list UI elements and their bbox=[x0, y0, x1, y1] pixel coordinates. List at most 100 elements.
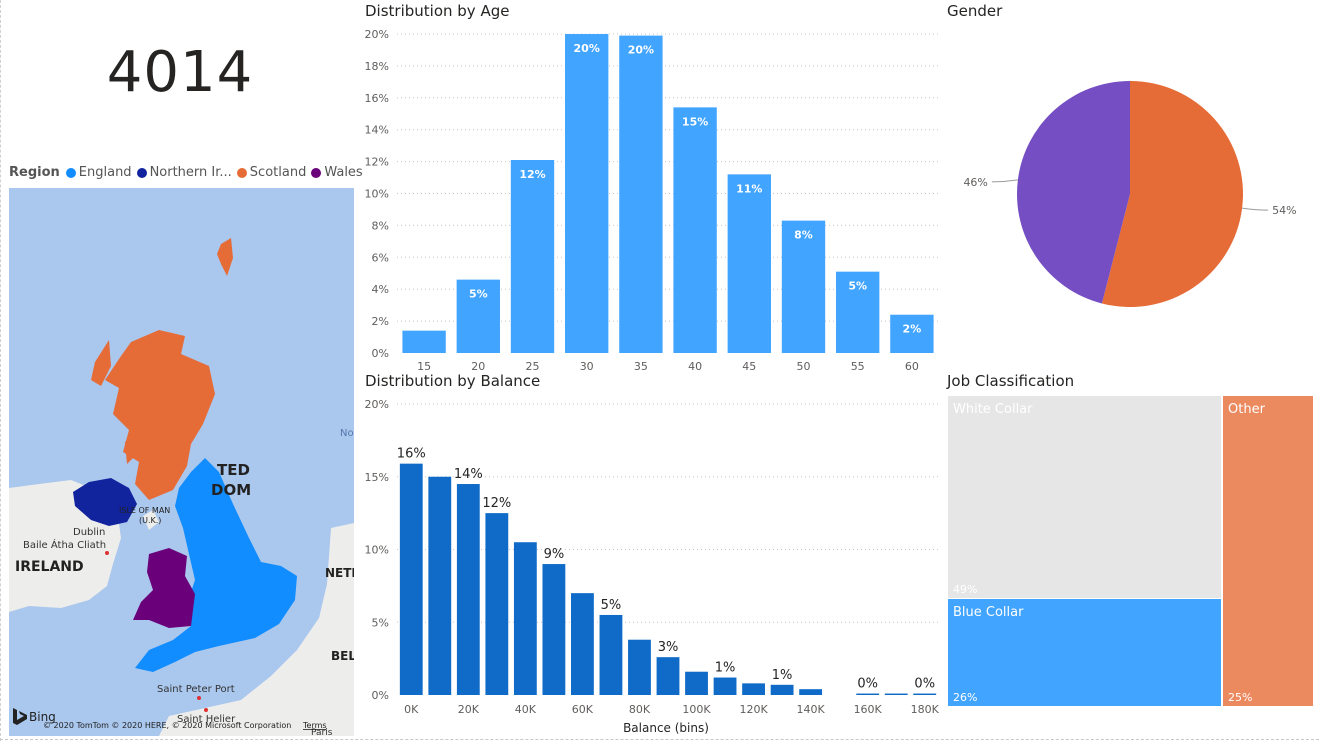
legend-item-scotland[interactable]: Scotland bbox=[236, 165, 306, 180]
balance-x-tick: 20K bbox=[458, 703, 480, 716]
pie-slice[interactable] bbox=[1017, 81, 1130, 304]
balance-bar[interactable] bbox=[799, 689, 823, 695]
age-bar[interactable] bbox=[402, 330, 446, 353]
legend-dot-icon bbox=[236, 167, 247, 178]
balance-bar[interactable] bbox=[428, 476, 452, 695]
balance-bar[interactable] bbox=[542, 564, 566, 695]
map-region-northern-ireland[interactable] bbox=[73, 478, 137, 526]
age-y-tick: 4% bbox=[372, 283, 389, 296]
balance-x-tick: 80K bbox=[629, 703, 651, 716]
balance-bar[interactable] bbox=[685, 671, 708, 695]
balance-x-tick: 160K bbox=[854, 703, 883, 716]
age-x-tick: 60 bbox=[905, 360, 919, 373]
age-bar[interactable] bbox=[673, 107, 717, 354]
map-label-north-sea: No bbox=[340, 428, 354, 439]
balance-data-label: 16% bbox=[397, 447, 426, 462]
age-y-tick: 20% bbox=[365, 28, 389, 41]
age-y-tick: 12% bbox=[365, 156, 389, 169]
pie-slice[interactable] bbox=[1101, 81, 1243, 307]
kpi-card-value: 4014 bbox=[106, 40, 254, 105]
map-label-paris: Paris bbox=[311, 728, 333, 736]
legend-item-northern-ireland[interactable]: Northern Ir... bbox=[136, 165, 232, 180]
age-y-tick: 8% bbox=[372, 219, 389, 232]
balance-data-label: 1% bbox=[715, 661, 736, 676]
age-bar[interactable] bbox=[836, 271, 880, 353]
balance-distribution-chart: 0% 5% 10% 15% 20% 16% 14% 12% 9% 5% 3% 1% 1% 0% 0% 0K 20… bbox=[365, 398, 940, 735]
balance-bar[interactable] bbox=[399, 463, 423, 695]
balance-bar[interactable] bbox=[456, 484, 480, 695]
map-label-saint-peter-port: Saint Peter Port bbox=[157, 684, 235, 695]
balance-bar[interactable] bbox=[884, 693, 908, 695]
balance-bar[interactable] bbox=[571, 593, 594, 695]
balance-bar[interactable] bbox=[656, 657, 680, 695]
age-bar[interactable] bbox=[510, 160, 555, 353]
age-data-label: 12% bbox=[519, 168, 545, 181]
age-bar[interactable] bbox=[781, 220, 826, 353]
age-y-tick: 10% bbox=[365, 188, 389, 201]
map-island-islay[interactable] bbox=[125, 436, 135, 464]
age-bar[interactable] bbox=[890, 314, 934, 353]
map-attribution: © 2020 TomTom © 2020 HERE, © 2020 Micros… bbox=[43, 721, 291, 730]
map-label-ireland: IRELAND bbox=[15, 559, 84, 575]
map-label-isle-of-man: ISLE OF MAN bbox=[119, 506, 170, 515]
age-y-tick: 6% bbox=[372, 251, 389, 264]
age-x-tick: 25 bbox=[526, 360, 540, 373]
balance-bar[interactable] bbox=[713, 677, 737, 695]
balance-bar[interactable] bbox=[513, 542, 537, 695]
balance-bar[interactable] bbox=[856, 693, 880, 695]
balance-x-axis-label: Balance (bins) bbox=[623, 721, 709, 735]
map-region-england[interactable] bbox=[135, 458, 297, 672]
age-x-tick: 20 bbox=[471, 360, 485, 373]
map-legend-title: Region bbox=[9, 165, 60, 180]
balance-y-tick: 0% bbox=[372, 689, 389, 702]
age-bar[interactable] bbox=[619, 35, 663, 353]
legend-item-wales[interactable]: Wales bbox=[311, 165, 363, 180]
age-y-tick: 14% bbox=[365, 124, 389, 137]
legend-dot-icon bbox=[65, 167, 76, 178]
legend-dot-icon bbox=[136, 167, 147, 178]
gender-pie-chart: 54% 46% bbox=[963, 81, 1297, 307]
balance-bar[interactable] bbox=[770, 684, 794, 695]
balance-bar[interactable] bbox=[628, 639, 651, 695]
balance-data-label: 9% bbox=[544, 547, 565, 562]
balance-bar[interactable] bbox=[742, 683, 765, 695]
age-data-label: 8% bbox=[794, 229, 813, 242]
map-label-uk: (U.K.) bbox=[139, 516, 161, 525]
age-y-tick: 2% bbox=[372, 315, 389, 328]
balance-data-label: 3% bbox=[658, 640, 679, 655]
map-island-hebrides[interactable] bbox=[91, 340, 111, 386]
age-bar[interactable] bbox=[456, 279, 500, 353]
balance-x-tick: 180K bbox=[911, 703, 940, 716]
balance-x-tick: 0K bbox=[404, 703, 419, 716]
age-bar[interactable] bbox=[565, 34, 609, 353]
treemap-other[interactable]: Other 25% bbox=[1223, 396, 1313, 706]
balance-bar[interactable] bbox=[913, 693, 937, 695]
balance-bar[interactable] bbox=[485, 513, 509, 695]
age-x-tick: 40 bbox=[688, 360, 702, 373]
age-data-label: 2% bbox=[903, 323, 922, 336]
map-island-shetland[interactable] bbox=[217, 238, 233, 276]
balance-data-label: 0% bbox=[857, 677, 878, 692]
age-chart-title: Distribution by Age bbox=[365, 2, 510, 20]
balance-data-label: 0% bbox=[914, 677, 935, 692]
balance-x-tick: 120K bbox=[739, 703, 768, 716]
treemap-blue-collar[interactable]: Blue Collar 26% bbox=[948, 599, 1221, 706]
treemap-pct: 49% bbox=[953, 583, 978, 596]
age-bar[interactable] bbox=[727, 174, 771, 353]
treemap-pct: 25% bbox=[1228, 691, 1253, 704]
map-terms-link[interactable]: Terms bbox=[302, 721, 327, 730]
map-region-wales[interactable] bbox=[133, 548, 195, 628]
legend-item-england[interactable]: England bbox=[65, 165, 132, 180]
age-data-label: 5% bbox=[848, 280, 867, 293]
age-x-tick: 15 bbox=[417, 360, 431, 373]
balance-chart-title: Distribution by Balance bbox=[365, 372, 541, 390]
age-data-label: 5% bbox=[469, 288, 488, 301]
treemap-white-collar[interactable]: White Collar 49% bbox=[948, 396, 1221, 598]
balance-bar[interactable] bbox=[599, 614, 623, 695]
age-y-tick: 16% bbox=[365, 92, 389, 105]
region-map[interactable]: TED DOM ISLE OF MAN (U.K.) Dublin Baile … bbox=[9, 188, 354, 736]
treemap-pct: 26% bbox=[953, 691, 978, 704]
balance-x-tick: 100K bbox=[682, 703, 711, 716]
age-x-tick: 35 bbox=[634, 360, 648, 373]
map-legend: Region England Northern Ir... Scotland W… bbox=[9, 165, 368, 180]
